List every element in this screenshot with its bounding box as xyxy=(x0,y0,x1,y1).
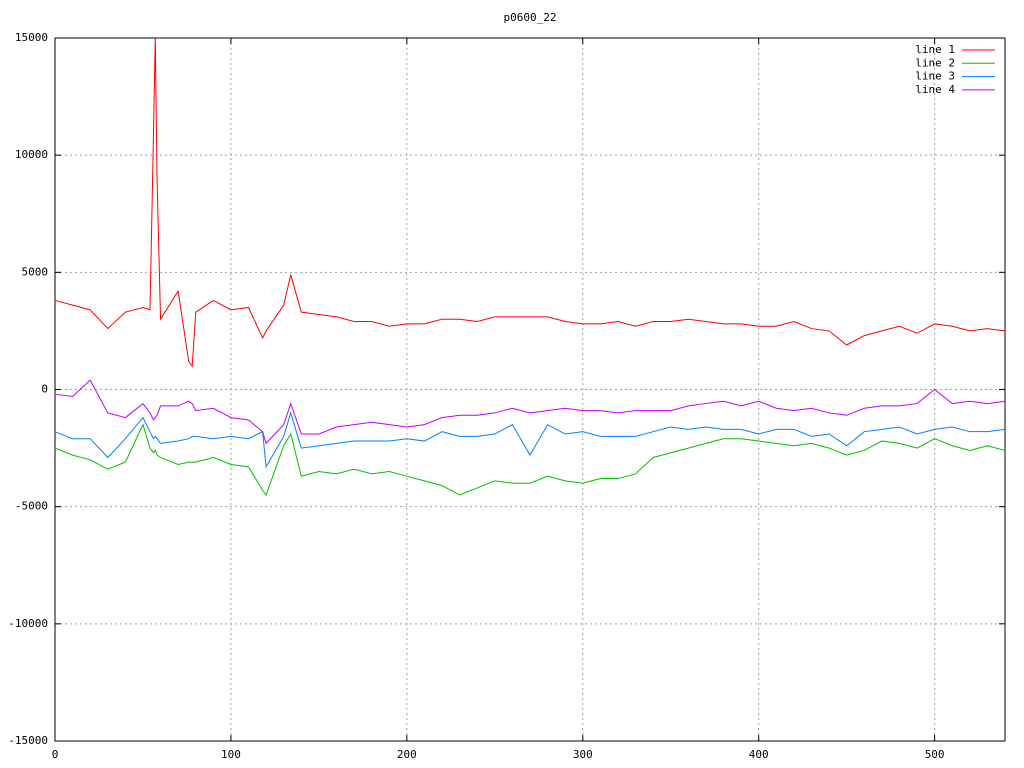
y-tick-label: 0 xyxy=(41,383,48,396)
x-tick-label: 500 xyxy=(925,748,945,761)
legend-label: line 2 xyxy=(915,56,955,69)
legend-label: line 1 xyxy=(915,43,955,56)
series-line xyxy=(54,37,1006,368)
y-tick-label: -15000 xyxy=(8,734,48,747)
y-tick-label: 15000 xyxy=(15,31,48,44)
series-line xyxy=(54,379,1006,445)
chart-title: p0600_22 xyxy=(504,11,557,24)
y-tick-label: 10000 xyxy=(15,148,48,161)
series-line xyxy=(54,411,1006,469)
x-tick-label: 100 xyxy=(221,748,241,761)
y-tick-label: 5000 xyxy=(22,265,49,278)
plot-frame xyxy=(54,37,1006,742)
legend-label: line 3 xyxy=(915,70,955,83)
series-line xyxy=(54,423,1006,496)
legend-label: line 4 xyxy=(915,83,955,96)
y-tick-label: -10000 xyxy=(8,617,48,630)
y-tick-label: -5000 xyxy=(15,500,48,513)
x-tick-label: 0 xyxy=(52,748,59,761)
x-tick-label: 300 xyxy=(573,748,593,761)
x-tick-label: 400 xyxy=(749,748,769,761)
x-tick-label: 200 xyxy=(397,748,417,761)
